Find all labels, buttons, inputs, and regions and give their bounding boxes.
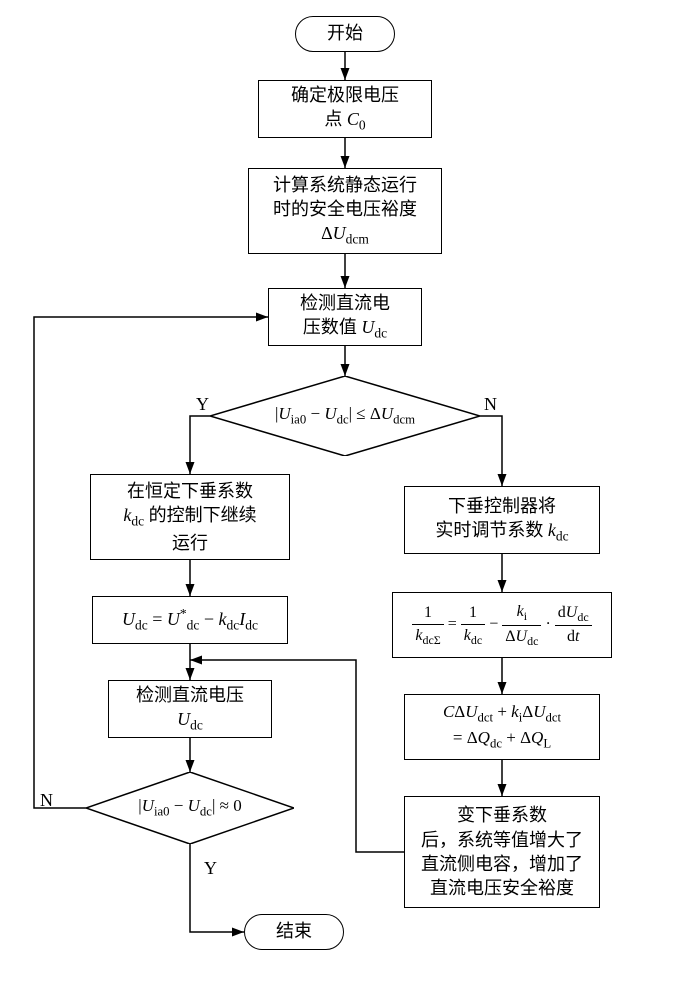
label: 变下垂系数 后，系统等值增大了 直流侧电容，增加了 直流电压安全裕度 [421,803,583,900]
flowchart-canvas: 开始 确定极限电压 点 C0 计算系统静态运行 时的安全电压裕度 ΔUdcm 检… [0,0,673,1000]
end-terminal: 结束 [244,914,344,950]
d1-Y-label: Y [196,394,209,415]
n5L-process: Udc = U*dc − kdcIdc [92,596,288,644]
start-terminal: 开始 [295,16,395,52]
d1-decision: |Uia0 − Udc| ≤ ΔUdcm [210,376,480,456]
n6R-process: CΔUdct + kiΔUdct = ΔQdc + ΔQL [404,694,600,760]
label: |Uia0 − Udc| ≤ ΔUdcm [210,376,480,456]
n6L-process: 检测直流电压 Udc [108,680,272,738]
label: CΔUdct + kiΔUdct = ΔQdc + ΔQL [443,701,561,752]
n4R-process: 下垂控制器将 实时调节系数 kdc [404,486,600,554]
label: 检测直流电 压数值 Udc [300,291,390,343]
n4L-process: 在恒定下垂系数 kdc 的控制下继续 运行 [90,474,290,560]
label: 检测直流电压 Udc [136,683,244,735]
label: 确定极限电压 点 C0 [291,83,399,135]
label: 1kdcΣ = 1kdc − kiΔUdc · dUdcdt [412,601,591,649]
label: 计算系统静态运行 时的安全电压裕度 ΔUdcm [273,173,417,249]
n5R-process: 1kdcΣ = 1kdc − kiΔUdc · dUdcdt [392,592,612,658]
n3-process: 检测直流电 压数值 Udc [268,288,422,346]
n7R-process: 变下垂系数 后，系统等值增大了 直流侧电容，增加了 直流电压安全裕度 [404,796,600,908]
n2-process: 计算系统静态运行 时的安全电压裕度 ΔUdcm [248,168,442,254]
d1-N-label: N [484,394,497,415]
d2-Y-label: Y [204,858,217,879]
n1-process: 确定极限电压 点 C0 [258,80,432,138]
label: 下垂控制器将 实时调节系数 kdc [435,494,568,546]
d2-N-label: N [40,790,53,811]
label: 在恒定下垂系数 kdc 的控制下继续 运行 [123,479,256,555]
label: 开始 [327,23,363,45]
d2-decision: |Uia0 − Udc| ≈ 0 [86,772,294,844]
label: Udc = U*dc − kdcIdc [122,605,258,635]
label: |Uia0 − Udc| ≈ 0 [86,772,294,844]
label: 结束 [276,921,312,943]
